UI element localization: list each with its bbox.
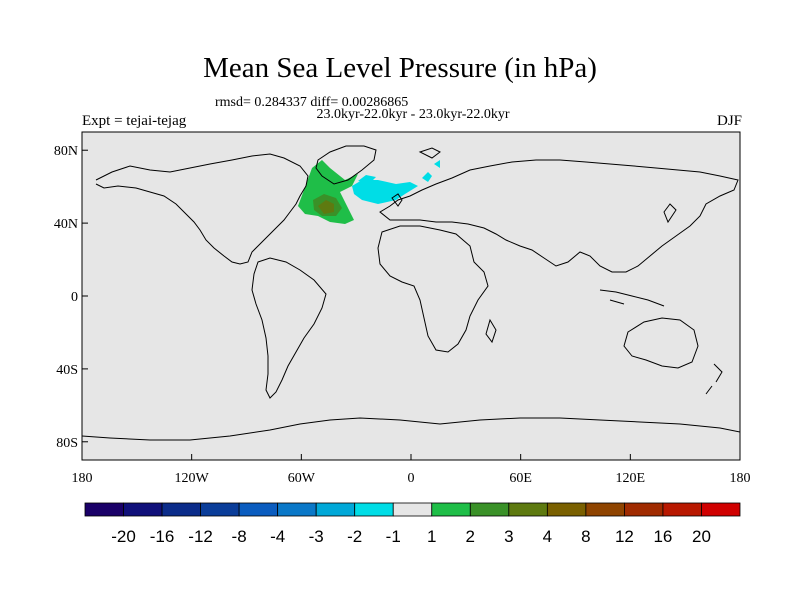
colorbar-label: -8 [232,527,247,546]
anomaly-contour-neg2-to-neg1-east [422,160,440,182]
colorbar-box [469,502,510,517]
colorbar-box [662,502,702,517]
colorbar-label: 20 [692,527,711,546]
colorbar-box [315,502,356,517]
coast-madagascar [485,318,497,344]
coast-south-america [251,257,327,399]
anomaly-contour-1-to-2 [298,160,358,224]
longitude-axis: 180 120W 60W 0 60E 120E 180 [72,454,751,486]
lon-tick-label: 120E [616,471,646,486]
lon-tick-label: 180 [72,471,93,486]
colorbar-label: -4 [270,527,285,546]
period-line: 23.0kyr-22.0kyr - 23.0kyr-22.0kyr [316,107,510,122]
colorbar-box [354,502,394,517]
colorbar-label: 16 [653,527,672,546]
colorbar-box [392,502,433,517]
colorbar-label: 4 [543,527,552,546]
lat-tick-label: 80S [56,436,78,451]
lat-tick-label: 40N [54,217,78,232]
colorbar-label: 8 [581,527,590,546]
colorbar-box [701,502,741,517]
anomaly-contour-neg2-to-neg1 [352,180,418,204]
coastlines [82,145,740,441]
plot-background [82,132,740,460]
colorbar-box [123,502,163,517]
colorbar-box [546,502,587,517]
coast-uk [391,193,403,207]
coast-europe-asia [379,159,739,273]
colorbar-label: -16 [150,527,175,546]
anomaly-contour-3-to-4 [318,200,334,214]
colorbar-box [624,502,664,517]
colorbar-label: 1 [427,527,436,546]
coast-north-america [95,153,309,265]
colorbar-label: -20 [111,527,136,546]
lon-tick-label: 0 [408,471,415,486]
colorbar-label: -2 [347,527,362,546]
colorbar-box [277,502,317,517]
colorbar-box [585,502,625,517]
coast-new-zealand [705,363,723,395]
lat-tick-label: 40S [56,363,78,378]
colorbar-label: -3 [309,527,324,546]
lat-tick-label: 80N [54,144,78,159]
colorbar-box [161,502,201,517]
colorbar-box [508,502,548,517]
colorbar-label: 2 [466,527,475,546]
coast-africa [377,225,489,353]
lon-tick-label: 180 [730,471,751,486]
colorbar-box [431,502,471,517]
experiment-label: Expt = tejai-tejag [82,113,187,129]
coast-svalbard [418,147,441,159]
colorbar-label: -12 [188,527,213,546]
anomaly-contour-neg2-to-neg1-small [358,175,376,183]
coast-indonesia [599,289,665,307]
lon-tick-label: 60W [288,471,316,486]
lat-tick-label: 0 [71,290,78,305]
coast-antarctica [82,417,740,441]
latitude-axis: 80N 40N 0 40S 80S [54,144,88,451]
colorbar-label: -1 [386,527,401,546]
lon-tick-label: 120W [175,471,210,486]
coast-greenland [315,145,377,185]
colorbar: -20 -16 -12 -8 -4 -3 -2 -1 1 2 3 4 8 12 16 20 [84,502,741,546]
season-label: DJF [716,113,742,129]
colorbar-box [200,502,240,517]
colorbar-box [238,502,279,517]
coast-australia [623,317,699,369]
colorbar-label: 3 [504,527,513,546]
chart-title: Mean Sea Level Pressure (in hPa) [203,52,597,84]
colorbar-label: 12 [615,527,634,546]
colorbar-box [84,502,124,517]
coast-japan [663,203,677,224]
lon-tick-label: 60E [509,471,532,486]
stats-line: rmsd= 0.284337 diff= 0.00286865 [215,95,409,110]
